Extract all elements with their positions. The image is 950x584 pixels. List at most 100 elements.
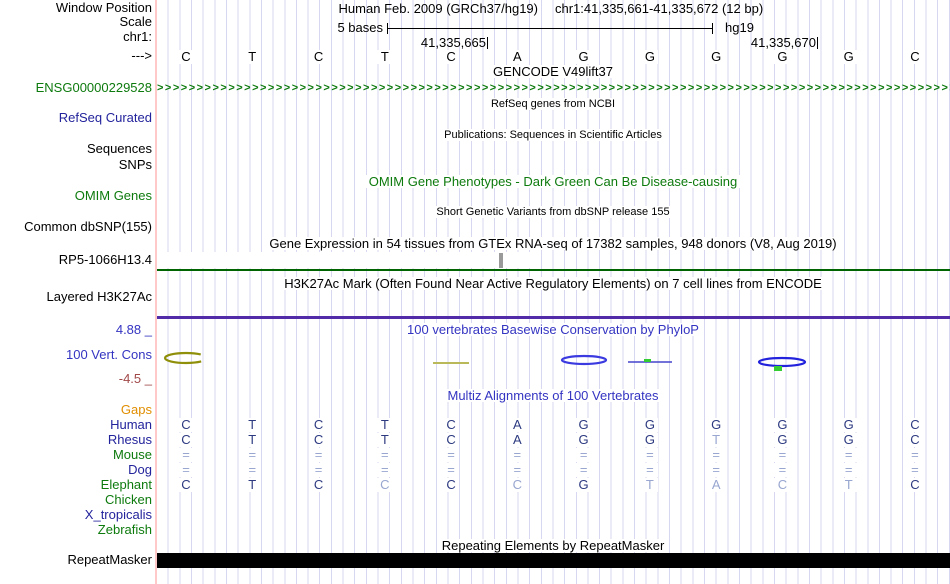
species-label-zebrafish[interactable]: Zebrafish <box>97 522 152 537</box>
left-label-window-position: Window Position <box>55 0 152 15</box>
alignment-cell-rhesus-1: C <box>178 433 194 447</box>
species-label-chicken[interactable]: Chicken <box>105 492 152 507</box>
species-label-rhesus[interactable]: Rhesus <box>107 432 152 447</box>
alignment-cell-human-12: C <box>906 418 923 432</box>
track-title-repeating-elements-by-repeatmasker[interactable]: Repeating Elements by RepeatMasker <box>438 539 668 552</box>
assembly-label: hg19 <box>725 20 754 35</box>
repeatmasker-feature-bar[interactable] <box>157 553 950 568</box>
alignment-cell-elephant-9: A <box>708 478 725 492</box>
alignment-cell-human-10: G <box>774 418 791 432</box>
species-label-elephant[interactable]: Elephant <box>100 477 152 492</box>
gtex-gene-box[interactable] <box>157 252 535 268</box>
sequence-base-6: A <box>509 50 526 64</box>
alignment-cell-human-6: A <box>509 418 526 432</box>
left-label-100-vert-cons[interactable]: 100 Vert. Cons <box>66 347 152 362</box>
alignment-cell-elephant-5: C <box>443 478 460 492</box>
alignment-cell-rhesus-4: T <box>376 433 393 447</box>
track-title-h3k27ac-mark-often-found-near-active-regul[interactable]: H3K27Ac Mark (Often Found Near Active Re… <box>281 277 825 290</box>
sequence-base-5: C <box>443 50 460 64</box>
left-label-repeatmasker[interactable]: RepeatMasker <box>67 552 152 567</box>
left-label-layered-h3k27ac[interactable]: Layered H3K27Ac <box>46 289 152 304</box>
alignment-cell-dog-4: = <box>376 463 393 477</box>
alignment-cell-elephant-6: C <box>509 478 526 492</box>
left-label-scale: Scale <box>119 14 152 29</box>
left-label-common-dbsnp-155[interactable]: Common dbSNP(155) <box>24 219 152 234</box>
left-label-snps[interactable]: SNPs <box>118 157 152 172</box>
left-label-rp5-1066h13-4[interactable]: RP5-1066H13.4 <box>58 252 152 267</box>
left-label-refseq-curated[interactable]: RefSeq Curated <box>58 110 152 125</box>
species-label-human[interactable]: Human <box>110 417 152 432</box>
coordinate-text: 41,335,665 <box>420 35 486 50</box>
alignment-cell-mouse-6: = <box>509 448 526 462</box>
track-title-multiz-alignments-of-100-vertebrates[interactable]: Multiz Alignments of 100 Vertebrates <box>444 389 662 402</box>
track-title-omim-gene-phenotypes-dark-green-can-be-dis[interactable]: OMIM Gene Phenotypes - Dark Green Can Be… <box>365 175 741 188</box>
sequence-base-11: G <box>840 50 857 64</box>
alignment-cell-mouse-9: = <box>708 448 725 462</box>
track-title-short-genetic-variants-from-dbsnp-release-[interactable]: Short Genetic Variants from dbSNP releas… <box>433 206 673 218</box>
alignment-cell-rhesus-8: G <box>641 433 658 447</box>
sequence-base-3: C <box>310 50 327 64</box>
track-title-publications-sequences-in-scientific-artic[interactable]: Publications: Sequences in Scientific Ar… <box>441 129 665 141</box>
alignment-cell-mouse-7: = <box>575 448 592 462</box>
alignment-cell-mouse-10: = <box>774 448 791 462</box>
gtex-gene-line[interactable] <box>157 269 950 271</box>
alignment-cell-human-11: G <box>840 418 857 432</box>
species-label-mouse[interactable]: Mouse <box>112 447 152 462</box>
position-guideline <box>155 0 157 584</box>
alignment-cell-mouse-12: = <box>906 448 923 462</box>
alignment-cell-elephant-4: C <box>376 478 393 492</box>
alignment-cell-rhesus-3: C <box>310 433 327 447</box>
alignment-cell-rhesus-12: C <box>906 433 923 447</box>
alignment-cell-dog-6: = <box>509 463 526 477</box>
left-label-4-88: 4.88 _ <box>115 322 152 337</box>
conservation-positive-mark-5 <box>774 366 782 371</box>
alignment-cell-mouse-5: = <box>443 448 460 462</box>
alignment-cell-human-8: G <box>641 418 658 432</box>
gtex-expression-bar[interactable] <box>499 253 503 268</box>
alignment-cell-elephant-7: G <box>575 478 592 492</box>
alignment-cell-elephant-3: C <box>310 478 327 492</box>
alignment-cell-rhesus-2: T <box>244 433 261 447</box>
alignment-cell-dog-7: = <box>575 463 592 477</box>
track-title-100-vertebrates-basewise-conservation-by-p[interactable]: 100 vertebrates Basewise Conservation by… <box>404 323 702 336</box>
alignment-cell-mouse-11: = <box>840 448 857 462</box>
gencode-gene-arrows[interactable]: >>>>>>>>>>>>>>>>>>>>>>>>>>>>>>>>>>>>>>>>… <box>157 82 950 94</box>
alignment-cell-mouse-1: = <box>178 448 194 462</box>
alignment-cell-human-2: T <box>244 418 261 432</box>
species-label-gaps[interactable]: Gaps <box>120 402 152 417</box>
coordinate-text: 41,335,670 <box>750 35 816 50</box>
track-title-gencode-v49lift37[interactable]: GENCODE V49lift37 <box>490 65 616 78</box>
alignment-cell-human-4: T <box>376 418 393 432</box>
alignment-cell-human-9: G <box>708 418 725 432</box>
sequence-base-1: C <box>178 50 194 64</box>
conservation-positive-mark-4 <box>644 359 651 362</box>
sequence-base-8: G <box>641 50 658 64</box>
species-label-dog[interactable]: Dog <box>128 462 152 477</box>
left-label-chr1: chr1: <box>123 29 152 44</box>
sequence-base-4: T <box>376 50 393 64</box>
scale-value: 5 bases <box>337 20 383 35</box>
track-title-refseq-genes-from-ncbi[interactable]: RefSeq genes from NCBI <box>487 98 619 110</box>
alignment-cell-rhesus-7: G <box>575 433 592 447</box>
conservation-glyph-3 <box>560 354 608 366</box>
alignment-cell-dog-3: = <box>310 463 327 477</box>
alignment-cell-rhesus-11: G <box>840 433 857 447</box>
alignment-cell-elephant-2: T <box>244 478 261 492</box>
sequence-base-12: C <box>906 50 923 64</box>
alignment-cell-rhesus-9: T <box>708 433 725 447</box>
h3k27ac-baseline[interactable] <box>157 316 950 319</box>
alignment-cell-dog-8: = <box>641 463 658 477</box>
alignment-cell-dog-11: = <box>840 463 857 477</box>
left-label-ensg00000229528[interactable]: ENSG00000229528 <box>35 80 152 95</box>
left-label-omim-genes[interactable]: OMIM Genes <box>74 188 152 203</box>
track-title-gene-expression-in-54-tissues-from-gtex-rn[interactable]: Gene Expression in 54 tissues from GTEx … <box>266 237 840 250</box>
left-label-sequences[interactable]: Sequences <box>86 141 152 156</box>
coordinate-label-right: 41,335,670 <box>751 35 818 50</box>
sequence-base-2: T <box>244 50 261 64</box>
genome-label: Human Feb. 2009 (GRCh37/hg19) <box>338 1 538 16</box>
species-label-x-tropicalis[interactable]: X_tropicalis <box>84 507 152 522</box>
alignment-cell-human-5: C <box>443 418 460 432</box>
